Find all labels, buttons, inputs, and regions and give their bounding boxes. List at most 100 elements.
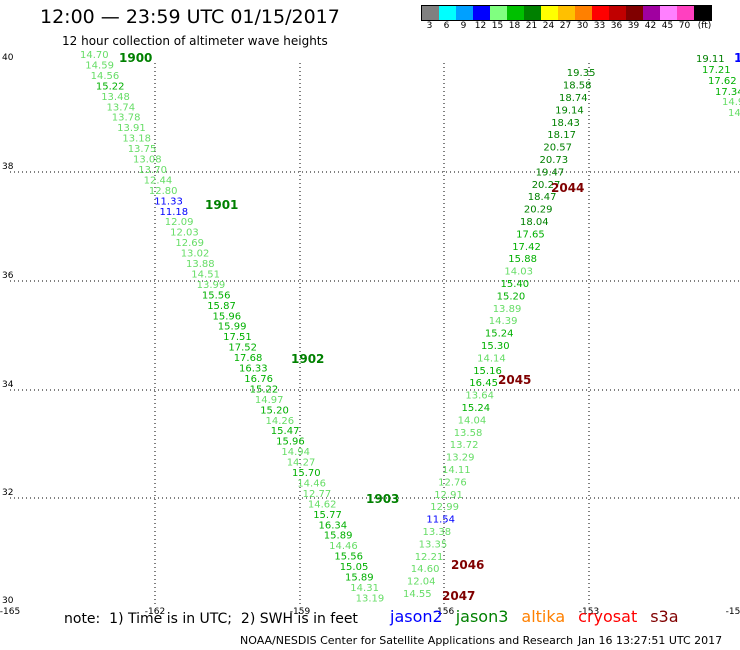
footnote: note: 1) Time is in UTC; 2) SWH is in fe… (64, 611, 358, 627)
latitude-label: 40 (2, 53, 14, 63)
legend-label: 15 (491, 21, 504, 31)
wave-height-value: 13.74 (107, 102, 136, 113)
legend-swatch (677, 6, 694, 20)
pass-time-label: 2045 (498, 373, 531, 387)
wave-height-value: 14.60 (411, 564, 440, 575)
longitude-label: -162 (145, 607, 165, 617)
legend-label: 3 (426, 21, 433, 31)
wave-height-value: 17.68 (234, 353, 263, 364)
credit-line: NOAA/NESDIS Center for Satellite Applica… (240, 634, 574, 647)
legend-swatch (524, 6, 541, 20)
legend-swatch (456, 6, 473, 20)
legend-label: 6 (443, 21, 450, 31)
altimeter-tracks: 14.7014.5914.5615.2213.4813.7413.7813.91… (80, 50, 740, 604)
wave-height-value: 13.72 (450, 440, 479, 451)
wave-height-value: 11.18 (160, 207, 189, 218)
legend-swatch (490, 6, 507, 20)
legend-label: 36 (610, 21, 623, 31)
wave-height-value: 15.40 (501, 279, 530, 290)
legend-label: 12 (474, 21, 487, 31)
wave-height-value: 16.45 (469, 378, 498, 389)
wave-height-value: 14.39 (489, 316, 518, 327)
wave-height-value: 12.77 (303, 489, 332, 500)
wave-height-value: 11.33 (154, 196, 183, 207)
satellite-name: s3a (650, 607, 679, 626)
wave-height-value: 15.22 (250, 384, 279, 395)
wave-height-value: 15.87 (207, 301, 236, 312)
wave-height-value: 13.91 (117, 123, 146, 134)
wave-height-value: 14.04 (458, 415, 487, 426)
wave-height-value: 14.46 (297, 478, 326, 489)
wave-height-value: 13.18 (122, 134, 151, 145)
longitude-label: -156 (434, 607, 455, 617)
wave-height-value: 19.11 (696, 54, 725, 65)
wave-height-value: 12.09 (165, 217, 194, 228)
lat-lon-grid (10, 63, 740, 606)
color-scale-legend (421, 5, 712, 21)
latitude-label: 36 (2, 271, 14, 281)
legend-label: 45 (661, 21, 674, 31)
wave-height-value: 15.22 (96, 81, 125, 92)
pass-time-label: 1901 (205, 198, 238, 212)
longitude-label: -159 (290, 607, 311, 617)
legend-swatch (507, 6, 524, 20)
legend-swatch (609, 6, 626, 20)
wave-height-value: 14.11 (442, 465, 471, 476)
wave-height-value: 18.04 (520, 217, 549, 228)
legend-swatch (643, 6, 660, 20)
legend-label: 21 (525, 21, 538, 31)
legend-swatch (439, 6, 456, 20)
legend-swatch (575, 6, 592, 20)
legend-label: 18 (508, 21, 521, 31)
legend-label: 30 (576, 21, 589, 31)
wave-height-value: 15.88 (508, 254, 537, 265)
wave-height-value: 18.17 (547, 130, 576, 141)
wave-height-value: 12.03 (170, 228, 199, 239)
wave-height-value: 13.99 (197, 280, 226, 291)
wave-height-value: 13.58 (454, 428, 483, 439)
pass-time-label: 1903 (366, 492, 399, 506)
wave-height-value: 14.8 (728, 108, 740, 119)
map-subtitle: 12 hour collection of altimeter wave hei… (62, 34, 328, 48)
wave-height-value: 14.97 (255, 395, 284, 406)
legend-label: (ft) (697, 21, 712, 31)
wave-height-value: 17.34 (715, 87, 740, 98)
wave-height-value: 14.55 (403, 589, 432, 600)
legend-swatch (694, 6, 711, 20)
satellite-name: jason2 (390, 607, 443, 626)
wave-height-value: 13.29 (446, 453, 475, 464)
satellite-name: jason3 (455, 607, 509, 626)
wave-height-value: 13.19 (356, 593, 385, 604)
satellite-legend: jason2 jason3 altika cryosat s3a (390, 607, 692, 626)
wave-height-value: 14.56 (91, 71, 120, 82)
wave-height-value: 15.96 (276, 437, 305, 448)
wave-height-value: 14.14 (477, 353, 506, 364)
pass-time-label: 1 (734, 51, 740, 65)
wave-height-value: 18.58 (563, 81, 592, 92)
legend-label: 39 (627, 21, 640, 31)
wave-height-value: 13.38 (423, 527, 452, 538)
wave-height-value: 18.43 (551, 118, 580, 129)
wave-height-value: 14.26 (266, 416, 295, 427)
wave-height-value: 14.27 (287, 458, 316, 469)
wave-height-value: 15.70 (292, 468, 321, 479)
legend-swatch (660, 6, 677, 20)
wave-height-value: 16.33 (239, 364, 268, 375)
pass-time-label: 1902 (291, 352, 324, 366)
wave-height-value: 19.14 (555, 105, 584, 116)
longitude-label: -165 (0, 607, 20, 617)
legend-label: 24 (542, 21, 555, 31)
pass-time-label: 2047 (442, 589, 475, 603)
wave-height-value: 20.73 (540, 155, 569, 166)
wave-height-value: 19.47 (536, 167, 565, 178)
wave-height-value: 12.04 (407, 577, 436, 588)
wave-height-value: 15.47 (271, 426, 300, 437)
legend-label: 70 (678, 21, 691, 31)
generation-timestamp: Jan 16 13:27:51 UTC 2017 (578, 634, 723, 647)
wave-height-value: 17.52 (228, 343, 257, 354)
longitude-label: -153 (579, 607, 599, 617)
longitude-labels: -165 -162 -159 -156 -153 -15 (0, 607, 740, 617)
wave-height-value: 14.94 (281, 447, 310, 458)
wave-height-value: 15.96 (213, 311, 242, 322)
